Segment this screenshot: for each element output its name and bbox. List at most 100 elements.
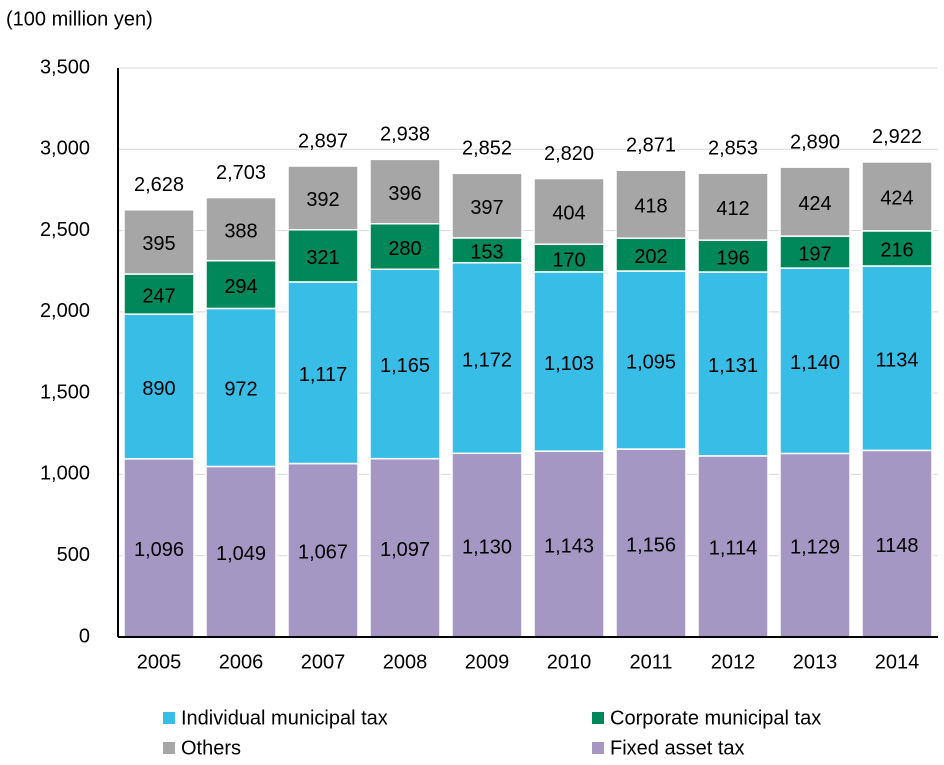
data-label: 1,143 bbox=[544, 535, 594, 557]
legend-label: Individual municipal tax bbox=[181, 707, 388, 729]
total-label: 2,922 bbox=[872, 126, 922, 148]
x-tick-label: 2013 bbox=[793, 651, 838, 673]
legend-swatch bbox=[163, 712, 175, 724]
data-label: 424 bbox=[798, 193, 831, 215]
bar-segment bbox=[697, 172, 769, 241]
total-label: 2,628 bbox=[134, 174, 184, 196]
data-label: 1,096 bbox=[134, 539, 184, 561]
total-label: 2,703 bbox=[216, 162, 266, 184]
bar-segment bbox=[533, 271, 605, 452]
data-label: 1,097 bbox=[380, 539, 430, 561]
bar-segment bbox=[369, 158, 441, 225]
bar-segment bbox=[451, 262, 523, 455]
total-label: 2,890 bbox=[790, 131, 840, 153]
bar-segment bbox=[369, 457, 441, 638]
legend-label: Others bbox=[181, 737, 241, 759]
total-label: 2,853 bbox=[708, 137, 758, 159]
data-label: 1148 bbox=[875, 535, 918, 557]
data-label: 395 bbox=[142, 233, 175, 255]
x-tick-label: 2011 bbox=[629, 651, 672, 673]
bar-segment bbox=[123, 313, 195, 460]
x-tick-label: 2008 bbox=[383, 651, 428, 673]
y-tick-label: 3,500 bbox=[40, 56, 90, 78]
data-label: 404 bbox=[552, 203, 585, 225]
total-label: 2,871 bbox=[626, 135, 676, 157]
data-label: 1,129 bbox=[790, 537, 840, 559]
data-label: 1,156 bbox=[626, 534, 676, 556]
data-label: 1,172 bbox=[462, 349, 512, 371]
legend-swatch bbox=[592, 742, 604, 754]
y-tick-label: 1,000 bbox=[40, 463, 90, 485]
bar-segment bbox=[451, 452, 523, 638]
bar-segment bbox=[533, 177, 605, 245]
y-tick-label: 2,000 bbox=[40, 300, 90, 322]
x-tick-label: 2012 bbox=[711, 651, 756, 673]
data-label: 392 bbox=[306, 189, 339, 211]
data-label: 424 bbox=[880, 188, 913, 210]
y-axis-label: (100 million yen) bbox=[6, 8, 153, 30]
data-label: 170 bbox=[552, 249, 585, 271]
data-label: 1,140 bbox=[790, 352, 840, 374]
data-label: 1,049 bbox=[216, 543, 266, 565]
x-tick-label: 2009 bbox=[465, 651, 510, 673]
total-label: 2,820 bbox=[544, 143, 594, 165]
data-label: 1,067 bbox=[298, 542, 348, 564]
legend-swatch bbox=[592, 712, 604, 724]
data-label: 202 bbox=[634, 246, 667, 268]
bar-segment bbox=[205, 465, 277, 638]
y-tick-label: 0 bbox=[79, 625, 90, 647]
data-label: 1,114 bbox=[709, 538, 758, 560]
data-label: 890 bbox=[142, 378, 175, 400]
data-label: 972 bbox=[224, 379, 257, 401]
bar-segment bbox=[287, 165, 359, 231]
bar-segment bbox=[533, 243, 605, 273]
bar-segment bbox=[779, 166, 851, 237]
y-tick-label: 500 bbox=[57, 544, 90, 566]
y-tick-label: 2,500 bbox=[40, 219, 90, 241]
data-label: 197 bbox=[798, 243, 831, 265]
x-tick-label: 2005 bbox=[137, 651, 182, 673]
data-label: 1,130 bbox=[462, 536, 512, 558]
x-tick-label: 2010 bbox=[547, 651, 592, 673]
bar-segment bbox=[369, 222, 441, 271]
data-label: 216 bbox=[880, 240, 913, 262]
total-label: 2,938 bbox=[380, 124, 430, 146]
legend-label: Corporate municipal tax bbox=[610, 707, 821, 729]
data-label: 412 bbox=[716, 198, 749, 220]
data-label: 1,165 bbox=[380, 355, 430, 377]
bar-segment bbox=[205, 307, 277, 468]
data-label: 321 bbox=[306, 247, 339, 269]
bar-segment bbox=[861, 449, 933, 638]
bar-segment bbox=[369, 268, 441, 460]
x-tick-label: 2007 bbox=[301, 651, 346, 673]
bar-segment bbox=[123, 273, 195, 315]
data-label: 1,103 bbox=[544, 353, 594, 375]
bar-segment bbox=[287, 229, 359, 283]
y-tick-label: 1,500 bbox=[40, 381, 90, 403]
data-label: 418 bbox=[634, 196, 667, 218]
x-tick-label: 2014 bbox=[875, 651, 920, 673]
data-label: 388 bbox=[224, 220, 257, 242]
bar-segment bbox=[861, 265, 933, 452]
data-label: 247 bbox=[142, 285, 175, 307]
bar-segment bbox=[533, 450, 605, 638]
data-label: 1,117 bbox=[299, 364, 348, 386]
data-label: 1,095 bbox=[626, 351, 676, 373]
bar-segment bbox=[615, 169, 687, 239]
total-label: 2,852 bbox=[462, 138, 512, 160]
bar-segment bbox=[779, 267, 851, 455]
bar-segment bbox=[697, 271, 769, 457]
x-tick-label: 2006 bbox=[219, 651, 264, 673]
bar-segment bbox=[123, 209, 195, 275]
bar-segment bbox=[205, 196, 277, 262]
data-label: 196 bbox=[716, 247, 749, 269]
data-label: 153 bbox=[470, 242, 503, 264]
bar-segment bbox=[861, 161, 933, 232]
data-label: 1,131 bbox=[708, 355, 758, 377]
legend-swatch bbox=[163, 742, 175, 754]
bar-segment bbox=[287, 281, 359, 465]
y-tick-label: 3,000 bbox=[40, 138, 90, 160]
data-label: 1134 bbox=[875, 349, 918, 371]
data-label: 396 bbox=[388, 183, 421, 205]
